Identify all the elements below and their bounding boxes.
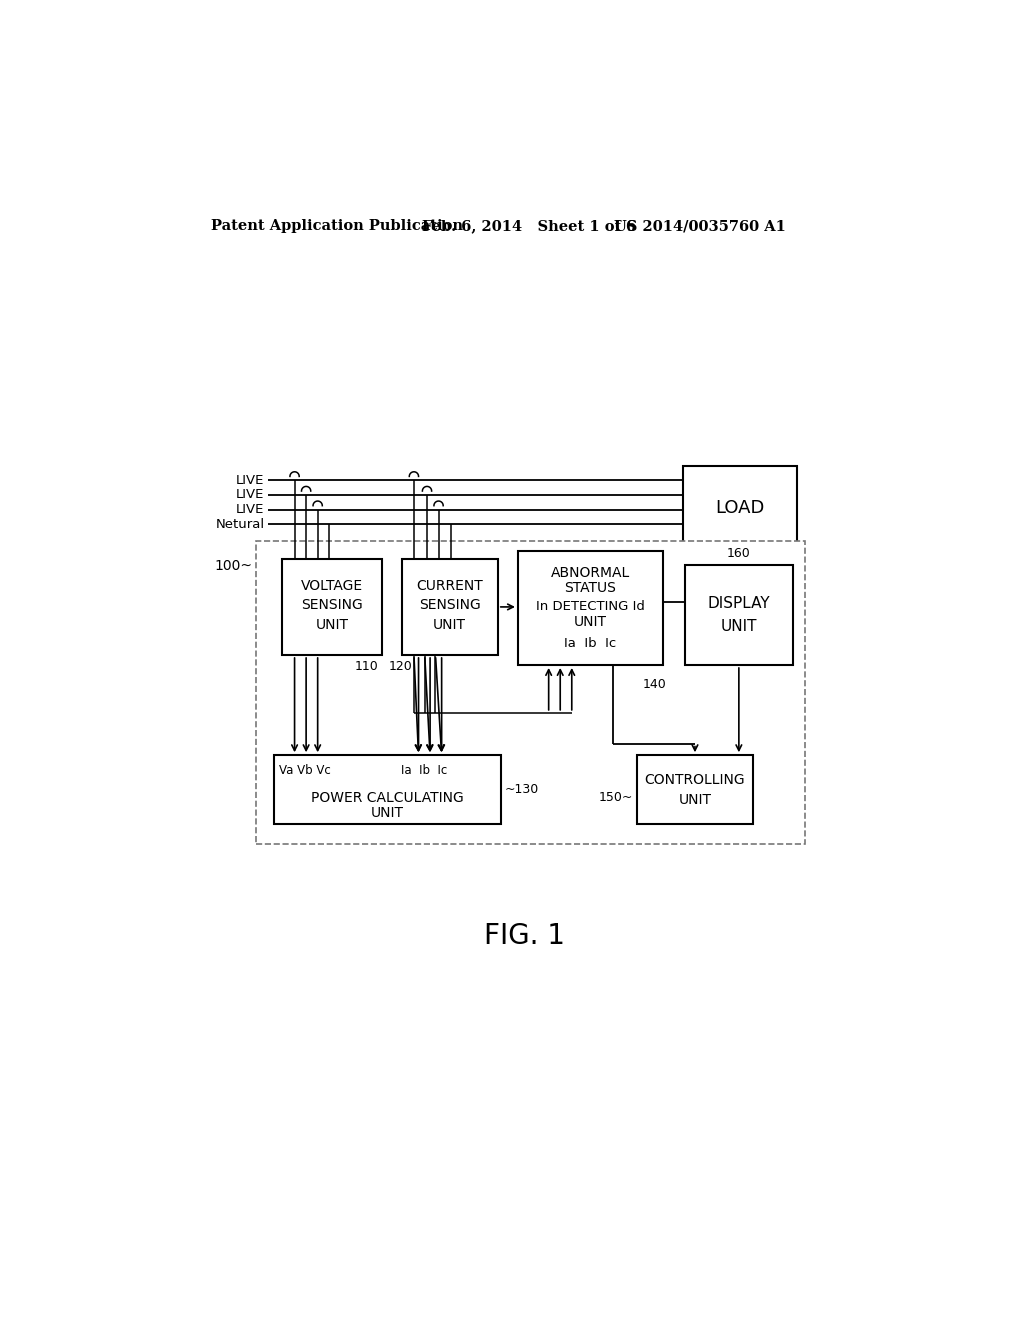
Text: STATUS: STATUS — [564, 581, 616, 595]
Text: Ia  Ib  Ic: Ia Ib Ic — [564, 638, 616, 649]
Text: ABNORMAL: ABNORMAL — [551, 566, 630, 579]
Text: LIVE: LIVE — [237, 503, 264, 516]
Bar — [401, 558, 498, 655]
Text: In DETECTING Id: In DETECTING Id — [536, 601, 645, 612]
Bar — [683, 466, 798, 549]
Text: 100~: 100~ — [214, 560, 252, 573]
Text: UNIT: UNIT — [371, 807, 403, 820]
Text: 120: 120 — [388, 660, 412, 673]
Text: CONTROLLING
UNIT: CONTROLLING UNIT — [645, 774, 745, 807]
Text: Feb. 6, 2014   Sheet 1 of 6: Feb. 6, 2014 Sheet 1 of 6 — [422, 219, 636, 234]
Text: Ia  Ib  Ic: Ia Ib Ic — [400, 764, 447, 777]
Bar — [273, 755, 501, 825]
Text: US 2014/0035760 A1: US 2014/0035760 A1 — [614, 219, 786, 234]
Bar — [637, 755, 753, 825]
Text: ~130: ~130 — [505, 783, 539, 796]
Text: 140: 140 — [643, 677, 667, 690]
Text: 160: 160 — [727, 546, 751, 560]
Text: LIVE: LIVE — [237, 488, 264, 502]
Text: CURRENT
SENSING
UNIT: CURRENT SENSING UNIT — [417, 579, 483, 632]
Text: LIVE: LIVE — [237, 474, 264, 487]
Bar — [283, 558, 382, 655]
Text: UNIT: UNIT — [573, 615, 607, 628]
Text: POWER CALCULATING: POWER CALCULATING — [311, 791, 464, 804]
Text: 150~: 150~ — [599, 791, 634, 804]
Text: FIG. 1: FIG. 1 — [484, 923, 565, 950]
Bar — [518, 552, 663, 665]
Text: Va Vb Vc: Va Vb Vc — [279, 764, 331, 777]
Text: Netural: Netural — [215, 517, 264, 531]
Text: 110: 110 — [354, 660, 378, 673]
Bar — [685, 565, 793, 665]
Text: VOLTAGE
SENSING
UNIT: VOLTAGE SENSING UNIT — [301, 579, 364, 632]
Text: Patent Application Publication: Patent Application Publication — [211, 219, 464, 234]
Text: DISPLAY
UNIT: DISPLAY UNIT — [708, 597, 770, 634]
Text: LOAD: LOAD — [716, 499, 765, 517]
Bar — [256, 541, 805, 843]
